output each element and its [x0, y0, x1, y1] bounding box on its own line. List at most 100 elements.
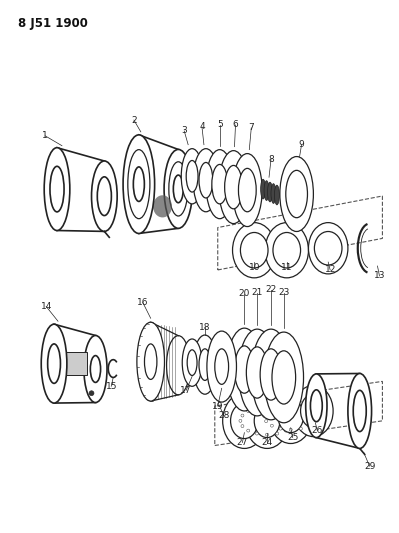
Ellipse shape — [314, 231, 342, 265]
Ellipse shape — [306, 374, 327, 438]
Ellipse shape — [166, 336, 190, 395]
Text: 13: 13 — [374, 271, 385, 280]
Ellipse shape — [241, 232, 268, 268]
Ellipse shape — [279, 427, 282, 430]
Ellipse shape — [90, 356, 101, 382]
Text: 8 J51 1900: 8 J51 1900 — [18, 17, 87, 29]
Text: 22: 22 — [265, 285, 277, 294]
Ellipse shape — [260, 349, 282, 400]
Text: 10: 10 — [249, 263, 260, 272]
Text: 23: 23 — [278, 288, 290, 297]
Text: 8: 8 — [268, 155, 274, 164]
Text: 20: 20 — [239, 289, 250, 298]
Ellipse shape — [227, 328, 262, 411]
Text: 28: 28 — [218, 411, 229, 421]
Text: 29: 29 — [364, 462, 375, 471]
Ellipse shape — [273, 232, 300, 268]
Ellipse shape — [41, 324, 67, 403]
Ellipse shape — [314, 419, 317, 423]
Ellipse shape — [308, 424, 311, 427]
Ellipse shape — [233, 223, 276, 278]
Ellipse shape — [186, 160, 198, 192]
Ellipse shape — [206, 150, 233, 219]
Bar — [62, 352, 87, 375]
Ellipse shape — [239, 168, 256, 212]
Ellipse shape — [169, 162, 188, 216]
Ellipse shape — [128, 150, 150, 219]
Ellipse shape — [308, 405, 311, 408]
Text: 27: 27 — [237, 438, 248, 447]
Ellipse shape — [47, 344, 61, 383]
Ellipse shape — [97, 177, 111, 215]
Ellipse shape — [265, 409, 268, 412]
Ellipse shape — [292, 419, 295, 422]
Text: 12: 12 — [324, 265, 336, 274]
Ellipse shape — [182, 339, 202, 386]
Text: 6: 6 — [233, 120, 238, 130]
Ellipse shape — [199, 163, 213, 198]
Ellipse shape — [254, 404, 280, 438]
Text: 14: 14 — [40, 302, 52, 311]
Text: 11: 11 — [281, 263, 292, 272]
Ellipse shape — [353, 390, 366, 432]
Ellipse shape — [44, 148, 70, 230]
Ellipse shape — [316, 415, 319, 417]
Ellipse shape — [239, 329, 276, 416]
Ellipse shape — [233, 154, 262, 227]
Ellipse shape — [289, 428, 292, 431]
Text: 21: 21 — [251, 288, 263, 297]
Text: 19: 19 — [212, 401, 223, 410]
Ellipse shape — [286, 171, 308, 217]
Text: 1: 1 — [42, 131, 48, 140]
Text: 25: 25 — [287, 433, 298, 442]
Ellipse shape — [308, 223, 348, 274]
Ellipse shape — [290, 414, 293, 417]
Text: 26: 26 — [312, 426, 323, 435]
Ellipse shape — [137, 322, 164, 401]
Ellipse shape — [231, 403, 258, 439]
Ellipse shape — [284, 429, 287, 432]
Ellipse shape — [164, 149, 192, 228]
Text: 5: 5 — [217, 120, 223, 130]
Ellipse shape — [193, 149, 219, 212]
Text: 4: 4 — [199, 123, 205, 132]
Ellipse shape — [187, 350, 197, 375]
Ellipse shape — [299, 402, 302, 405]
Ellipse shape — [265, 223, 308, 278]
Text: 24: 24 — [261, 438, 273, 447]
Ellipse shape — [348, 374, 371, 448]
Text: 16: 16 — [137, 298, 148, 307]
Ellipse shape — [153, 195, 172, 217]
Ellipse shape — [91, 161, 117, 231]
Ellipse shape — [271, 424, 273, 427]
Ellipse shape — [144, 344, 157, 379]
Ellipse shape — [266, 433, 269, 436]
Ellipse shape — [310, 390, 322, 422]
Ellipse shape — [247, 429, 250, 432]
Ellipse shape — [246, 347, 268, 398]
Ellipse shape — [89, 391, 94, 395]
Ellipse shape — [50, 166, 64, 212]
Text: 9: 9 — [299, 140, 304, 149]
Ellipse shape — [299, 427, 302, 430]
Ellipse shape — [272, 351, 296, 404]
Ellipse shape — [271, 184, 276, 204]
Ellipse shape — [133, 167, 144, 201]
Ellipse shape — [278, 399, 304, 433]
Ellipse shape — [207, 331, 237, 402]
Ellipse shape — [241, 414, 244, 417]
Ellipse shape — [223, 393, 266, 448]
Ellipse shape — [279, 402, 282, 405]
Ellipse shape — [268, 182, 273, 202]
Ellipse shape — [276, 432, 279, 435]
Ellipse shape — [264, 181, 269, 200]
Text: 2: 2 — [131, 116, 137, 125]
Ellipse shape — [215, 349, 229, 384]
Text: 15: 15 — [105, 382, 117, 391]
Polygon shape — [215, 382, 382, 446]
Ellipse shape — [181, 149, 203, 204]
Ellipse shape — [84, 335, 107, 402]
Ellipse shape — [263, 415, 266, 417]
Ellipse shape — [239, 419, 242, 422]
Ellipse shape — [255, 432, 258, 435]
